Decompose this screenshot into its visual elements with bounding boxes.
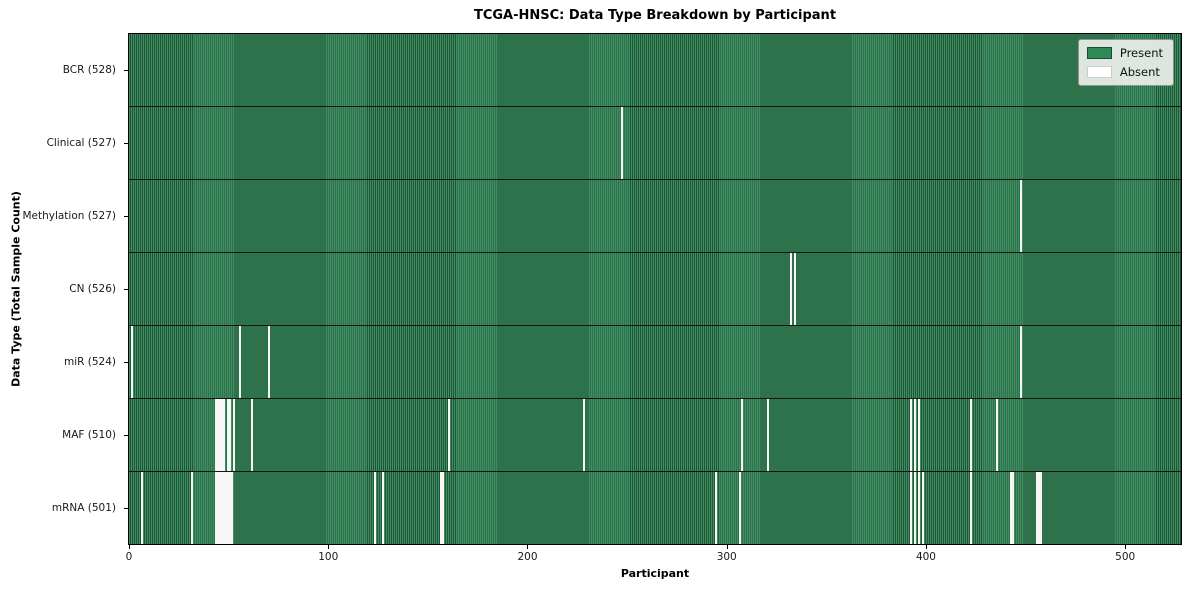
absent-stripe <box>250 399 253 471</box>
absent-stripe <box>214 399 217 471</box>
absent-stripe <box>268 326 271 398</box>
absent-stripe <box>190 472 193 544</box>
absent-stripe <box>228 472 231 544</box>
absent-stripe <box>621 107 624 179</box>
legend: Present Absent <box>1077 39 1174 86</box>
absent-stripe <box>1011 472 1014 544</box>
heatmap-row-maf <box>129 399 1181 472</box>
legend-label: Present <box>1119 46 1163 60</box>
heatmap-row-methylation <box>129 180 1181 253</box>
absent-stripe <box>214 472 217 544</box>
absent-stripe <box>766 399 769 471</box>
absent-stripe <box>441 472 444 544</box>
x-tick-label: 200 <box>517 551 538 563</box>
absent-stripe <box>439 472 442 544</box>
absent-stripe <box>232 399 235 471</box>
absent-stripe <box>447 399 450 471</box>
x-tick-label: 500 <box>1115 551 1136 563</box>
absent-stripe <box>220 399 223 471</box>
absent-stripe <box>216 399 219 471</box>
heatmap-row-bcr <box>129 34 1181 107</box>
x-tick-label: 0 <box>125 551 133 563</box>
x-tick-mark <box>129 545 130 549</box>
absent-stripe <box>1009 472 1012 544</box>
absent-stripe <box>969 399 972 471</box>
legend-item-present: Present <box>1086 46 1163 60</box>
heatmap-row-mrna <box>129 472 1181 544</box>
x-tick-label: 100 <box>318 551 339 563</box>
absent-stripe <box>226 472 229 544</box>
absent-stripe <box>995 399 998 471</box>
legend-label: Absent <box>1119 65 1160 79</box>
absent-stripe <box>140 472 143 544</box>
absent-stripe <box>1019 326 1022 398</box>
present-swatch-icon <box>1086 47 1112 59</box>
absent-stripe <box>230 472 233 544</box>
y-tick-label: MAF (510) <box>62 428 116 441</box>
heatmap-row-cn <box>129 253 1181 326</box>
absent-stripe <box>238 326 241 398</box>
x-tick-mark <box>527 545 529 549</box>
absent-stripe <box>218 472 221 544</box>
y-tick-mark <box>124 216 128 218</box>
absent-stripe <box>910 472 913 544</box>
absent-stripe <box>914 399 916 471</box>
y-tick-mark <box>124 70 128 72</box>
x-tick-mark <box>726 545 728 549</box>
absent-stripe <box>220 472 223 544</box>
legend-item-absent: Absent <box>1086 65 1163 79</box>
absent-stripe <box>374 472 377 544</box>
absent-stripe <box>224 472 227 544</box>
heatmap-row-clinical <box>129 107 1181 180</box>
y-tick-label: CN (526) <box>69 283 116 295</box>
absent-stripe <box>738 472 741 544</box>
y-tick-mark <box>124 143 128 145</box>
absent-stripe <box>583 399 586 471</box>
y-tick-label: Clinical (527) <box>46 137 116 150</box>
absent-stripe <box>910 399 913 471</box>
absent-stripe <box>1035 472 1038 544</box>
x-tick-label: 300 <box>716 551 737 563</box>
absent-stripe <box>740 399 743 471</box>
absent-stripe <box>794 253 797 325</box>
absent-stripe <box>918 472 920 544</box>
absent-stripe <box>790 253 793 325</box>
y-axis-labels: BCR (528) Clinical (527) Methylation (527)… <box>0 33 124 545</box>
absent-stripe <box>1039 472 1042 544</box>
absent-stripe <box>969 472 972 544</box>
absent-stripe <box>1019 180 1022 252</box>
absent-stripe <box>228 399 231 471</box>
y-tick-label: BCR (528) <box>62 64 116 77</box>
x-tick-mark <box>1125 545 1127 549</box>
x-tick-label: 400 <box>915 551 936 563</box>
plot-area <box>128 33 1182 545</box>
y-tick-mark <box>124 434 128 436</box>
absent-stripe <box>714 472 717 544</box>
x-axis-title: Participant <box>620 567 690 580</box>
chart-title: TCGA-HNSC: Data Type Breakdown by Partic… <box>473 8 837 23</box>
absent-stripe <box>226 399 229 471</box>
absent-stripe <box>382 472 385 544</box>
absent-stripe <box>921 472 924 544</box>
absent-stripe <box>222 399 225 471</box>
y-tick-mark <box>124 289 128 290</box>
absent-stripe <box>218 399 221 471</box>
absent-swatch-icon <box>1086 66 1112 78</box>
y-tick-mark <box>124 507 128 509</box>
absent-stripe <box>130 326 133 398</box>
y-tick-label: Methylation (527) <box>22 210 116 223</box>
heatmap-row-mir <box>129 326 1181 399</box>
absent-stripe <box>222 472 225 544</box>
y-tick-label: miR (524) <box>63 355 116 368</box>
absent-stripe <box>1037 472 1040 544</box>
x-tick-mark <box>328 545 330 549</box>
y-tick-mark <box>124 361 128 363</box>
y-tick-label: mRNA (501) <box>51 501 116 514</box>
x-tick-mark <box>925 545 927 549</box>
absent-stripe <box>914 472 916 544</box>
absent-stripe <box>918 399 920 471</box>
absent-stripe <box>216 472 219 544</box>
